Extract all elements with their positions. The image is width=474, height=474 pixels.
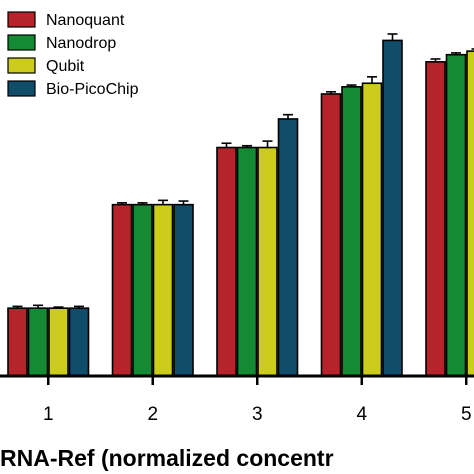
legend-swatch-nanoquant	[7, 11, 36, 28]
legend-label-qubit: Qubit	[46, 58, 85, 75]
error-bar-nanodrop-2	[137, 202, 148, 205]
error-bar-qubit-1	[53, 306, 64, 309]
bar-bio-picochip-1	[68, 307, 90, 377]
bar-nanoquant-4	[320, 93, 342, 377]
x-tick-label-5: 5	[461, 404, 472, 425]
bar-nanodrop-5	[445, 53, 467, 377]
x-tick-label-4: 4	[356, 404, 367, 425]
error-bars-layer	[12, 33, 474, 309]
bar-nanoquant-2	[111, 203, 133, 377]
bar-qubit-4	[361, 82, 383, 377]
legend-swatch-bio-picochip	[7, 80, 36, 97]
error-bar-nanoquant-2	[117, 202, 127, 205]
bar-qubit-2	[152, 203, 174, 377]
bar-bio-picochip-3	[277, 118, 299, 377]
x-tick-label-2: 2	[147, 404, 158, 425]
legend-swatch-qubit	[7, 57, 36, 74]
legend-label-nanodrop: Nanodrop	[46, 35, 116, 52]
error-bar-bio-picochip-1	[74, 305, 84, 309]
bar-qubit-1	[48, 307, 69, 377]
bar-nanoquant-5	[425, 61, 446, 377]
error-bar-nanoquant-5	[430, 58, 441, 62]
error-bar-nanodrop-4	[346, 84, 357, 87]
error-bar-bio-picochip-3	[283, 113, 293, 119]
x-axis-label: RNA-Ref (normalized concentr	[0, 445, 334, 471]
x-tick-label-1: 1	[43, 404, 54, 425]
bar-nanodrop-3	[236, 146, 258, 377]
legend: Nanoquant Nanodrop Qubit Bio-PicoChip	[7, 11, 139, 98]
bar-bio-picochip-4	[382, 39, 403, 377]
legend-swatch-nanodrop	[7, 34, 36, 51]
error-bar-nanodrop-1	[33, 304, 43, 309]
error-bar-qubit-2	[158, 199, 168, 205]
x-ticks-layer: 1 2 3 4 5	[43, 376, 472, 425]
error-bar-nanodrop-3	[242, 144, 252, 148]
error-bar-nanoquant-3	[221, 142, 232, 148]
error-bar-nanodrop-5	[451, 52, 461, 55]
legend-label-bio-picochip: Bio-PicoChip	[46, 81, 139, 98]
error-bar-nanoquant-4	[326, 91, 336, 94]
error-bar-qubit-4	[367, 76, 377, 84]
bar-bio-picochip-2	[173, 203, 194, 377]
bar-nanodrop-1	[27, 307, 49, 377]
error-bar-nanoquant-1	[12, 305, 23, 309]
bar-qubit-5	[466, 50, 474, 377]
bar-nanoquant-3	[216, 146, 237, 377]
bar-nanoquant-1	[7, 307, 28, 377]
error-bar-qubit-3	[262, 140, 273, 148]
bar-nanodrop-4	[341, 86, 362, 377]
legend-label-nanoquant: Nanoquant	[46, 12, 125, 29]
x-tick-label-3: 3	[252, 404, 263, 425]
error-bar-bio-picochip-4	[387, 33, 398, 41]
bar-nanodrop-2	[132, 203, 153, 377]
error-bar-bio-picochip-2	[178, 200, 189, 205]
bar-qubit-3	[257, 146, 278, 377]
error-bar-qubit-5	[471, 48, 474, 50]
